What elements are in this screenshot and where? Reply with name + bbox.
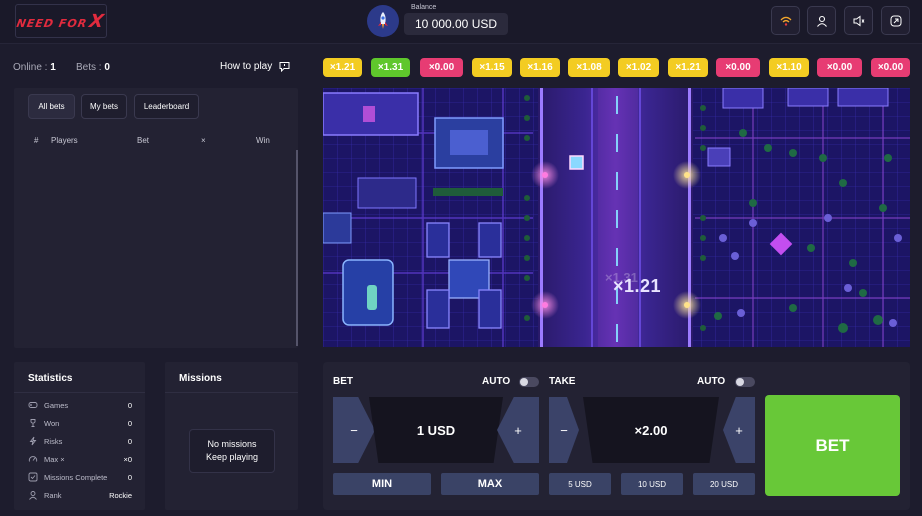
history-multiplier: ×0.00 [716,58,760,77]
take-decrease-button[interactable]: − [549,397,579,463]
balance-label: Balance [411,4,437,11]
missions-title: Missions [179,373,222,384]
tab-my-bets[interactable]: My bets [81,94,127,119]
take-increase-button[interactable]: + [723,397,755,463]
ghost-multiplier: ×1.31 [605,270,638,285]
tab-all-bets[interactable]: All bets [28,94,75,119]
stat-label: Rank [44,490,62,500]
history-multiplier: ×1.10 [769,58,809,77]
missions-empty-line1: No missions [207,439,257,449]
online-counter: Online : 1 [13,62,56,73]
history-multiplier: ×0.00 [817,58,862,77]
history-multiplier: ×1.31 [371,58,410,77]
need-for-x-logo[interactable]: NEED FORX [15,4,107,38]
gamepad-icon [28,400,38,410]
sound-button[interactable] [844,6,873,35]
stat-value: 0 [127,400,132,410]
history-multiplier: ×0.00 [420,58,463,77]
history-multiplier: ×1.21 [668,58,708,77]
bets-scrollbar[interactable] [296,150,298,346]
column-header-win: Win [256,136,270,145]
take-auto-label: AUTO [697,376,726,387]
stat-risks: Risks 0 [28,435,132,447]
menu-button[interactable] [881,6,910,35]
quick-bet-5-button[interactable]: 5 USD [549,473,611,495]
divider [14,392,145,393]
column-header-bet: Bet [137,136,150,145]
place-bet-button[interactable]: BET [765,395,900,496]
stat-label: Risks [44,436,63,446]
check-icon [28,472,38,482]
bet-label: BET [333,376,353,387]
logo-text: NEED FORX [15,10,107,32]
take-multiplier-value[interactable]: ×2.00 [583,397,719,463]
rocket-avatar-icon [367,5,399,37]
statistics-title: Statistics [28,373,73,384]
take-multiplier-stepper: − ×2.00 + [549,397,755,463]
stat-value: Rockie [109,490,132,500]
take-auto-toggle[interactable] [735,377,755,387]
quick-bet-20-button[interactable]: 20 USD [693,473,755,495]
bet-auto-toggle[interactable] [519,377,539,387]
stat-rank: Rank Rockie [28,489,132,501]
profile-button[interactable] [807,6,836,35]
bets-panel: All bets My bets Leaderboard # Players B… [14,88,298,348]
stat-games: Games 0 [28,399,132,411]
history-multiplier: ×0.00 [871,58,910,77]
city-map: ×1.31 [323,88,910,347]
history-multiplier: ×1.02 [618,58,659,77]
stat-missions-complete: Missions Complete 0 [28,471,132,483]
divider [165,392,298,393]
column-header-players: Players [51,136,78,145]
stat-value: ×0 [123,454,132,464]
bet-amount-stepper: − 1 USD + [333,397,539,463]
how-to-play-label: How to play [220,61,273,72]
user-icon [28,490,38,500]
stat-value: 0 [127,472,132,482]
top-bar: NEED FORX Balance 10 000.00 USD [0,0,922,44]
bet-increase-button[interactable]: + [497,397,539,463]
bet-amount-value[interactable]: 1 USD [369,397,503,463]
history-multiplier: ×1.15 [472,58,512,77]
trophy-icon [28,418,38,428]
stat-won: Won 0 [28,417,132,429]
bets-counter: Bets : 0 [76,62,110,73]
sound-icon [853,15,864,26]
tab-leaderboard[interactable]: Leaderboard [134,94,199,119]
column-header-multiplier: × [201,136,206,145]
lightning-icon [28,436,38,446]
speedometer-icon [28,454,38,464]
column-header-rank: # [34,136,39,145]
stat-value: 0 [127,436,132,446]
min-bet-button[interactable]: MIN [333,473,431,495]
stat-max-multiplier: Max × ×0 [28,453,132,465]
missions-empty-state: No missions Keep playing [189,429,275,473]
stat-value: 0 [127,418,132,428]
chat-help-icon [279,62,290,72]
statistics-panel: Statistics Games 0 Won 0 Risks 0 Max × ×… [14,362,145,510]
max-bet-button[interactable]: MAX [441,473,539,495]
current-multiplier: ×1.21 [613,276,662,296]
history-multiplier: ×1.08 [568,58,610,77]
take-label: TAKE [549,376,576,387]
history-multiplier: ×1.21 [323,58,362,77]
history-multiplier: ×1.16 [520,58,560,77]
bet-auto-label: AUTO [482,376,511,387]
stat-label: Max × [44,454,65,464]
bet-panel: BET AUTO TAKE AUTO − 1 USD + − ×2.00 + M… [323,362,910,510]
user-icon [816,15,827,27]
quick-bet-10-button[interactable]: 10 USD [621,473,683,495]
missions-panel: Missions No missions Keep playing [165,362,298,510]
balance-value: 10 000.00 USD [404,13,508,35]
how-to-play-link[interactable]: How to play [220,61,290,72]
connection-button[interactable] [771,6,800,35]
game-canvas: ×1.31 ×1.21 [323,88,910,347]
stat-label: Missions Complete [44,472,108,482]
stat-label: Games [44,400,69,410]
bet-decrease-button[interactable]: − [333,397,375,463]
stat-label: Won [44,418,60,428]
missions-empty-line2: Keep playing [205,452,259,462]
menu-icon [890,15,901,26]
wifi-icon [780,16,791,26]
